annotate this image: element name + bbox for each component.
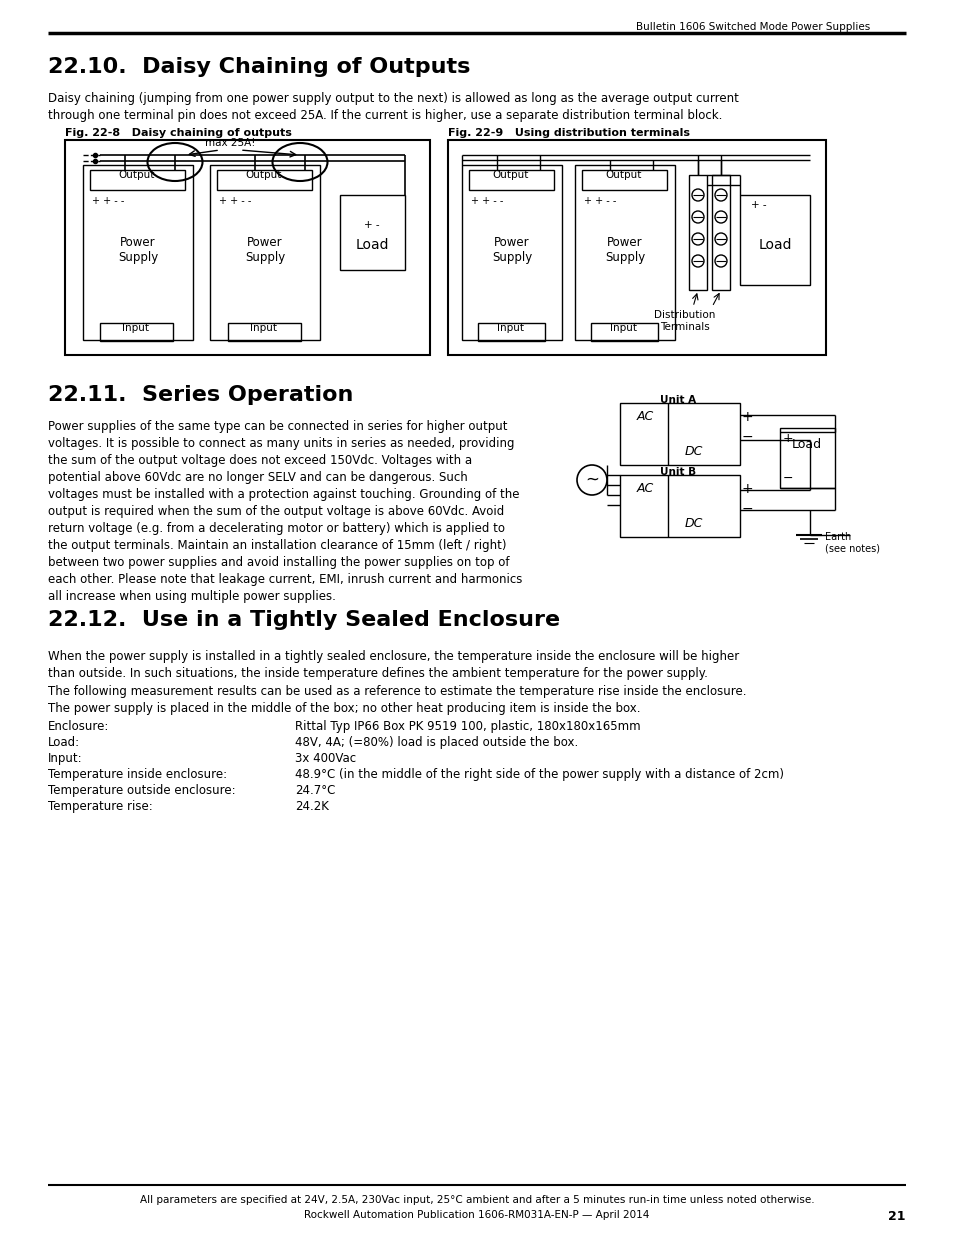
Text: Input: Input — [610, 324, 637, 333]
Text: DC: DC — [684, 445, 702, 458]
Text: The power supply is placed in the middle of the box; no other heat producing ite: The power supply is placed in the middle… — [48, 701, 639, 715]
Text: + -: + - — [364, 220, 379, 230]
Text: Earth
(see notes): Earth (see notes) — [824, 532, 879, 553]
Bar — [228, 324, 301, 341]
Text: 22.10.  Daisy Chaining of Outputs: 22.10. Daisy Chaining of Outputs — [48, 57, 470, 77]
Text: 48V, 4A; (=80%) load is placed outside the box.: 48V, 4A; (=80%) load is placed outside t… — [294, 736, 578, 748]
Text: Load: Load — [758, 238, 791, 252]
Text: max 25A!: max 25A! — [205, 138, 255, 148]
Text: + + - -: + + - - — [583, 196, 616, 206]
Text: 21: 21 — [887, 1210, 905, 1223]
Bar — [688, 175, 706, 290]
Text: Temperature outside enclosure:: Temperature outside enclosure: — [48, 784, 235, 797]
Bar — [65, 140, 430, 354]
Bar — [780, 429, 834, 488]
Bar — [100, 324, 172, 341]
Text: When the power supply is installed in a tightly sealed enclosure, the temperatur: When the power supply is installed in a … — [48, 650, 739, 680]
Text: Fig. 22-8   Daisy chaining of outputs: Fig. 22-8 Daisy chaining of outputs — [65, 128, 292, 138]
Text: 48.9°C (in the middle of the right side of the power supply with a distance of 2: 48.9°C (in the middle of the right side … — [294, 768, 783, 781]
Text: Input:: Input: — [48, 752, 83, 764]
Text: + -: + - — [750, 200, 766, 210]
Text: Input: Input — [251, 324, 277, 333]
Bar — [581, 170, 666, 190]
Text: Power
Supply: Power Supply — [604, 236, 644, 264]
Text: −: − — [741, 430, 753, 445]
Bar — [740, 195, 809, 285]
Text: −: − — [782, 472, 793, 485]
Text: Output: Output — [246, 170, 282, 180]
Text: 3x 400Vac: 3x 400Vac — [294, 752, 355, 764]
Text: −: − — [741, 501, 753, 516]
Bar — [83, 165, 193, 340]
Text: Bulletin 1606 Switched Mode Power Supplies: Bulletin 1606 Switched Mode Power Suppli… — [636, 22, 869, 32]
Bar — [210, 165, 319, 340]
Bar — [590, 324, 658, 341]
Bar — [469, 170, 554, 190]
Text: Power supplies of the same type can be connected in series for higher output
vol: Power supplies of the same type can be c… — [48, 420, 522, 603]
Text: Temperature inside enclosure:: Temperature inside enclosure: — [48, 768, 227, 781]
Text: 24.2K: 24.2K — [294, 800, 329, 813]
Text: ~: ~ — [584, 471, 598, 489]
Text: +: + — [782, 432, 793, 445]
Text: The following measurement results can be used as a reference to estimate the tem: The following measurement results can be… — [48, 685, 745, 698]
Bar — [619, 475, 740, 537]
Text: AC: AC — [637, 482, 654, 495]
Bar — [711, 175, 729, 290]
Text: Input: Input — [497, 324, 524, 333]
Text: Output: Output — [493, 170, 529, 180]
Text: Daisy chaining (jumping from one power supply output to the next) is allowed as : Daisy chaining (jumping from one power s… — [48, 91, 739, 122]
Text: Power
Supply: Power Supply — [245, 236, 285, 264]
Text: Temperature rise:: Temperature rise: — [48, 800, 152, 813]
Text: + + - -: + + - - — [471, 196, 503, 206]
Text: Output: Output — [605, 170, 641, 180]
Text: +: + — [741, 410, 753, 424]
Text: Output: Output — [119, 170, 155, 180]
Bar — [575, 165, 675, 340]
Text: 22.11.  Series Operation: 22.11. Series Operation — [48, 385, 353, 405]
Text: Load: Load — [355, 238, 388, 252]
Text: Fig. 22-9   Using distribution terminals: Fig. 22-9 Using distribution terminals — [448, 128, 689, 138]
Text: Load: Load — [791, 438, 821, 452]
Bar — [448, 140, 825, 354]
Bar — [461, 165, 561, 340]
Bar — [339, 195, 405, 270]
Text: Enclosure:: Enclosure: — [48, 720, 110, 734]
Text: AC: AC — [637, 410, 654, 424]
Text: Power
Supply: Power Supply — [492, 236, 532, 264]
Text: + + - -: + + - - — [91, 196, 124, 206]
Text: 22.12.  Use in a Tightly Sealed Enclosure: 22.12. Use in a Tightly Sealed Enclosure — [48, 610, 559, 630]
Text: Unit A: Unit A — [659, 395, 696, 405]
Bar — [477, 324, 544, 341]
Text: + + - -: + + - - — [219, 196, 251, 206]
Bar — [90, 170, 185, 190]
Text: Load:: Load: — [48, 736, 80, 748]
Text: Power
Supply: Power Supply — [118, 236, 158, 264]
Text: +: + — [741, 482, 753, 496]
Text: All parameters are specified at 24V, 2.5A, 230Vac input, 25°C ambient and after : All parameters are specified at 24V, 2.5… — [139, 1195, 814, 1205]
Text: 24.7°C: 24.7°C — [294, 784, 335, 797]
Text: Rockwell Automation Publication 1606-RM031A-EN-P — April 2014: Rockwell Automation Publication 1606-RM0… — [304, 1210, 649, 1220]
Text: DC: DC — [684, 517, 702, 530]
Bar — [216, 170, 312, 190]
Text: Distribution
Terminals: Distribution Terminals — [654, 310, 715, 332]
Bar — [619, 403, 740, 466]
Text: Input: Input — [122, 324, 150, 333]
Text: Rittal Typ IP66 Box PK 9519 100, plastic, 180x180x165mm: Rittal Typ IP66 Box PK 9519 100, plastic… — [294, 720, 640, 734]
Text: Unit B: Unit B — [659, 467, 696, 477]
